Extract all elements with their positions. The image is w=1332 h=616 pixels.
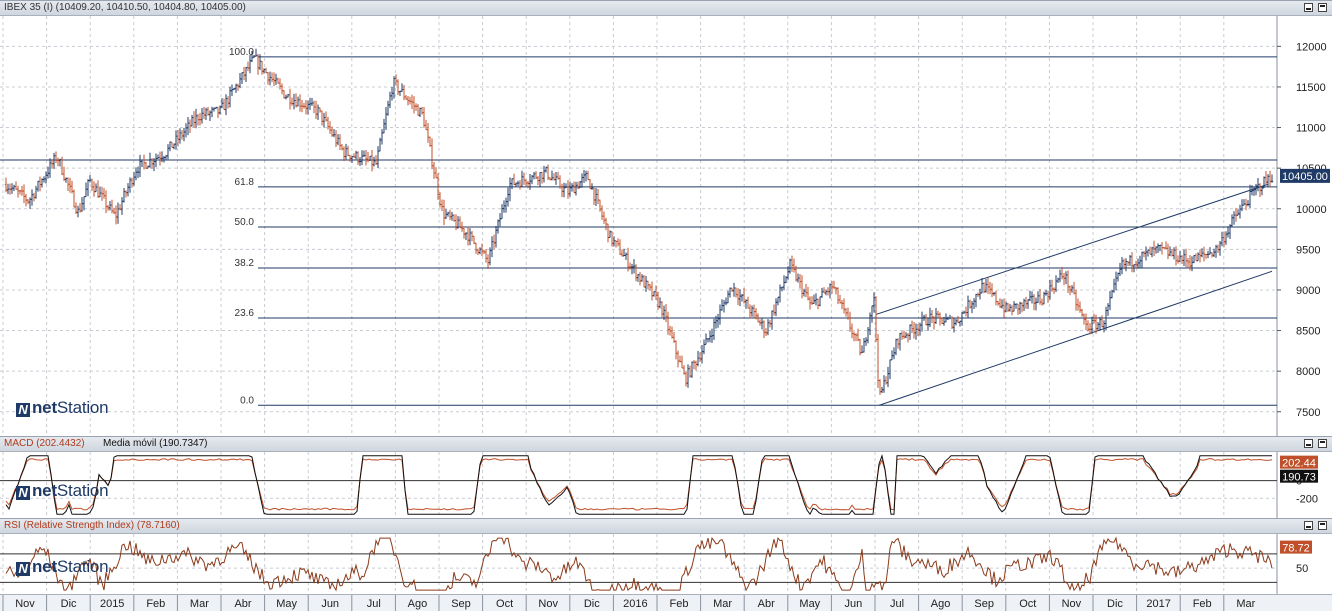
rsi-chart[interactable]: 50 78.72 — [0, 534, 1332, 595]
x-tick-label: Feb — [670, 598, 689, 610]
y-tick-label: 7500 — [1296, 407, 1320, 419]
x-tick-label: Jul — [890, 598, 904, 610]
macd-value-label: 202.44 — [1282, 458, 1316, 470]
x-tick-label: Dic — [61, 598, 77, 610]
fib-label: 100.0 — [229, 47, 254, 58]
x-tick-label: Jul — [367, 598, 381, 610]
x-tick-label: Abr — [758, 598, 775, 610]
y-tick-label: 11500 — [1296, 82, 1326, 94]
x-tick-label: Oct — [1019, 598, 1036, 610]
x-axis-labels: Nov Dic 2015 Feb Mar Abr May Jun Jul Ago Sep Oct Nov… — [2, 595, 1256, 611]
x-tick-label: Sep — [974, 598, 994, 610]
rsi-value-tag — [1280, 540, 1312, 554]
macd-signal-title: Media móvil (190.7347) — [103, 438, 208, 449]
x-tick-label: Feb — [146, 598, 165, 610]
macd-minimize-button[interactable] — [1304, 439, 1313, 448]
rsi-minimize-button[interactable] — [1304, 521, 1313, 530]
x-tick-label: 2015 — [100, 598, 124, 610]
fib-label: 61.8 — [235, 177, 255, 188]
fib-label: 38.2 — [235, 258, 255, 269]
fib-label: 23.6 — [235, 308, 255, 319]
x-tick-label: Nov — [1062, 598, 1082, 610]
signal-value-tag — [1280, 469, 1318, 483]
macd-panel-header: MACD (202.4432) Media móvil (190.7347) — [0, 437, 1332, 452]
x-tick-label: Ago — [931, 598, 951, 610]
macd-tick-label: -200 — [1296, 493, 1318, 505]
rsi-panel: RSI (Relative Strength Index) (78.7160) … — [0, 518, 1332, 595]
fib-label: 50.0 — [235, 217, 255, 228]
x-tick-label: Feb — [1193, 598, 1212, 610]
x-tick-label: Sep — [451, 598, 471, 610]
y-tick-label: 10000 — [1296, 204, 1327, 216]
x-tick-label: May — [276, 598, 297, 610]
x-tick-label: Nov — [538, 598, 558, 610]
y-tick-label: 9500 — [1296, 244, 1320, 256]
netstation-n-icon: N — [16, 486, 30, 500]
macd-signal-line — [5, 458, 1273, 511]
netstation-n-icon: N — [16, 562, 30, 576]
fib-label: 0.0 — [240, 395, 254, 406]
x-tick-label: Mar — [713, 598, 732, 610]
x-tick-label: Abr — [234, 598, 251, 610]
x-tick-label: Ago — [408, 598, 428, 610]
macd-value-tag — [1280, 455, 1318, 469]
price-panel-title: IBEX 35 (I) (10409.20, 10410.50, 10404.8… — [4, 2, 246, 13]
rsi-tick-label: 50 — [1296, 563, 1308, 575]
y-tick-label: 12000 — [1296, 41, 1327, 53]
rsi-panel-header: RSI (Relative Strength Index) (78.7160) — [0, 519, 1332, 534]
maximize-button[interactable] — [1318, 3, 1327, 12]
rsi-line — [5, 536, 1273, 592]
macd-title: MACD (202.4432) — [4, 438, 85, 449]
channel-line-upper — [876, 183, 1268, 315]
x-tick-label: Oct — [496, 598, 513, 610]
last-price-tag — [1280, 168, 1330, 183]
rsi-background — [0, 534, 1277, 595]
x-tick-label: Dic — [1107, 598, 1123, 610]
netstation-n-icon: N — [16, 403, 30, 417]
minimize-button[interactable] — [1304, 3, 1313, 12]
x-tick-label: Nov — [15, 598, 35, 610]
signal-value-label: 190.73 — [1282, 472, 1316, 484]
rsi-maximize-button[interactable] — [1318, 521, 1327, 530]
macd-maximize-button[interactable] — [1318, 439, 1327, 448]
rsi-title: RSI (Relative Strength Index) (78.7160) — [4, 520, 180, 531]
x-tick-label: Jun — [845, 598, 863, 610]
rsi-value-label: 78.72 — [1282, 543, 1310, 555]
channel-line-lower — [879, 270, 1273, 406]
x-tick-label: May — [799, 598, 820, 610]
x-tick-label: 2017 — [1146, 598, 1170, 610]
y-tick-label: 8500 — [1296, 326, 1320, 338]
x-tick-label: 2016 — [623, 598, 647, 610]
last-price-label: 10405.00 — [1282, 171, 1328, 183]
x-tick-label: Mar — [190, 598, 209, 610]
y-tick-label: 11000 — [1296, 123, 1326, 135]
plot-background — [0, 16, 1277, 436]
macd-background — [0, 452, 1277, 518]
x-axis: Nov Dic 2015 Feb Mar Abr May Jun Jul Ago Sep Oct Nov… — [0, 594, 1332, 611]
y-tick-label: 9000 — [1296, 285, 1320, 297]
y-tick-label: 8000 — [1296, 366, 1320, 378]
x-tick-label: Mar — [1236, 598, 1255, 610]
price-panel: IBEX 35 (I) (10409.20, 10410.50, 10404.8… — [0, 0, 1332, 436]
price-panel-header: IBEX 35 (I) (10409.20, 10410.50, 10404.8… — [0, 1, 1332, 16]
price-chart[interactable]: 1200011500110001050010000950090008500800… — [0, 16, 1332, 436]
x-tick-label: Dic — [584, 598, 600, 610]
macd-panel: MACD (202.4432) Media móvil (190.7347) 0… — [0, 436, 1332, 518]
macd-line — [5, 454, 1272, 516]
x-tick-label: Jun — [321, 598, 339, 610]
